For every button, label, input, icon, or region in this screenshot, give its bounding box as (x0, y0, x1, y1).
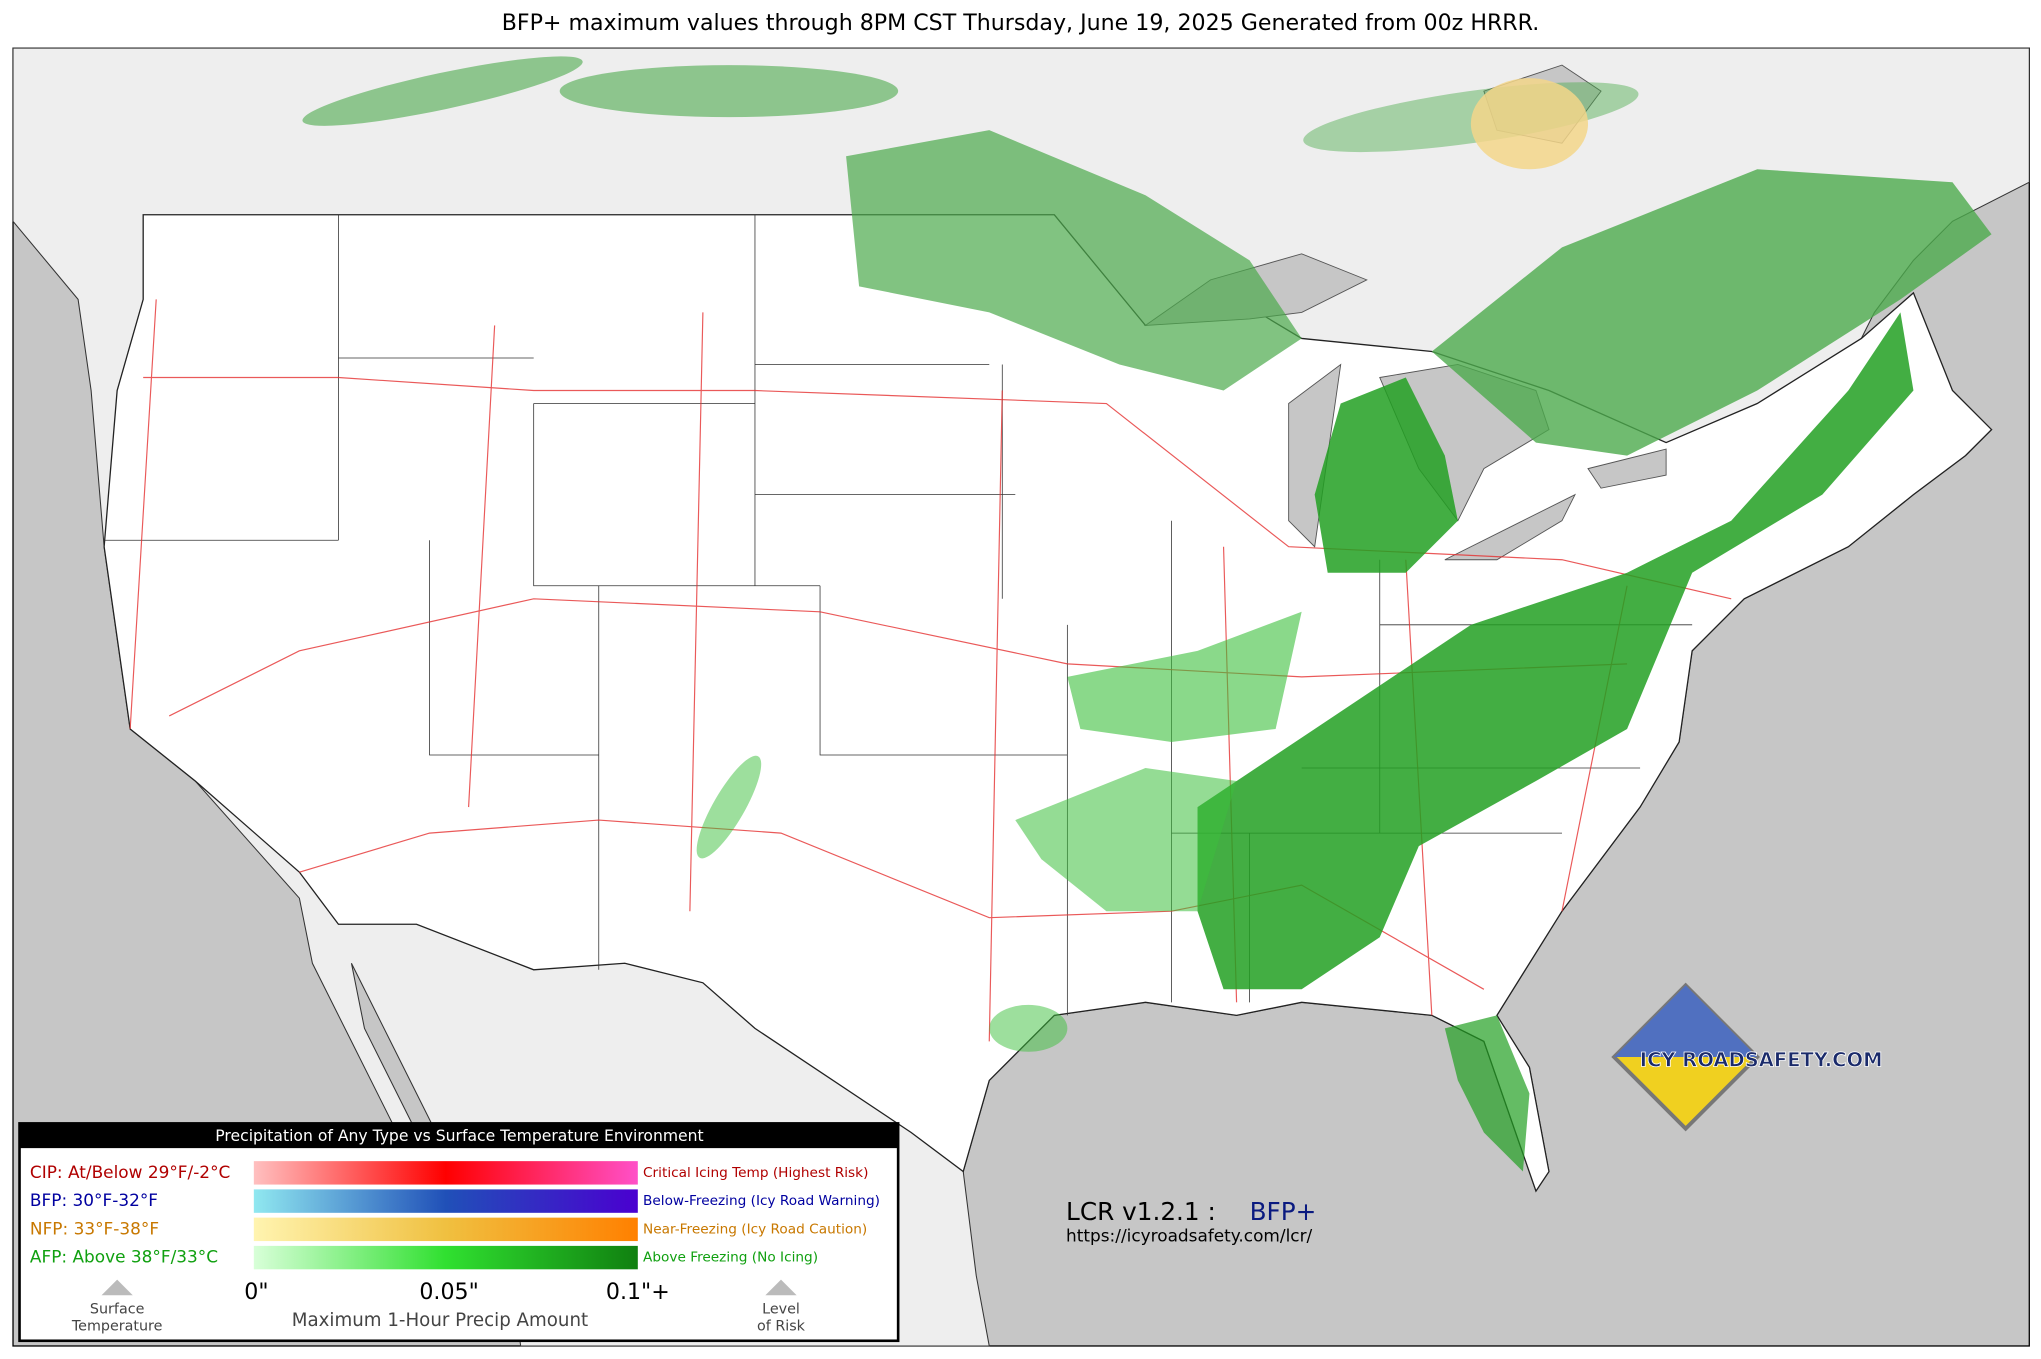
legend-bar (253, 1217, 638, 1242)
texas-precip (989, 1004, 1068, 1052)
plains-precip (846, 130, 1302, 391)
url: https://icyroadsafety.com/lcr/ (1066, 1226, 1312, 1246)
florida-precip (1444, 1015, 1530, 1172)
precipitation (302, 56, 1992, 1172)
legend-bar (253, 1245, 638, 1270)
legend-bar (253, 1161, 638, 1185)
legend-label: NFP: 33°F-38°F (30, 1218, 159, 1238)
legend-bar (253, 1189, 638, 1213)
legend-description: Above Freezing (No Icing) (643, 1250, 818, 1266)
legend-description: Critical Icing Temp (Highest Risk) (643, 1165, 868, 1181)
legend-label: AFP: Above 38°F/33°C (30, 1247, 218, 1267)
michigan-precip (1314, 377, 1458, 573)
logo: ICY ROADSAFETY.COM (1611, 982, 1883, 1132)
scale-label: 0" (244, 1279, 268, 1305)
heavy-precip (1197, 312, 1914, 990)
highways-part (168, 598, 1628, 717)
great-lakes-part (1587, 448, 1667, 489)
highways-part (129, 299, 1628, 1042)
right-caption: Level (762, 1302, 800, 1318)
south-precip (1015, 768, 1237, 912)
left-triangle (101, 1279, 133, 1296)
legend: Precipitation of Any Type vs Surface Tem… (18, 1122, 900, 1343)
legend-label: BFP: 30°F-32°F (30, 1190, 158, 1210)
canada-precip (302, 56, 583, 126)
logo-diamond-top (1614, 985, 1758, 1057)
scale-label: 0.05" (419, 1279, 478, 1305)
scale-label: 0.1"+ (606, 1279, 670, 1305)
legend-header: Precipitation of Any Type vs Surface Tem… (215, 1127, 703, 1145)
left-caption: Surface (90, 1302, 145, 1318)
canada-precip (1431, 169, 1992, 456)
legend-label: CIP: At/Below 29°F/-2°C (30, 1162, 230, 1182)
version: LCR v1.2.1 : (1066, 1197, 1216, 1226)
nfp-precip (1470, 78, 1589, 170)
texas-precip (696, 755, 762, 859)
logo-text: ICY ROADSAFETY.COM (1640, 1048, 1883, 1071)
canada-precip (559, 65, 899, 118)
product: BFP+ (1250, 1197, 1317, 1226)
midwest-precip (1067, 611, 1302, 742)
legend-description: Below-Freezing (Icy Road Warning) (643, 1193, 880, 1209)
right-caption: of Risk (757, 1318, 806, 1334)
right-triangle (765, 1279, 797, 1296)
great-lakes-part (1444, 493, 1577, 561)
title: BFP+ maximum values through 8PM CST Thur… (502, 10, 1540, 36)
left-caption: Temperature (71, 1318, 163, 1334)
highways-part (143, 376, 1732, 600)
legend-part (19, 1123, 899, 1149)
scale-caption: Maximum 1-Hour Precip Amount (292, 1310, 588, 1331)
legend-description: Near-Freezing (Icy Road Caution) (643, 1221, 867, 1237)
